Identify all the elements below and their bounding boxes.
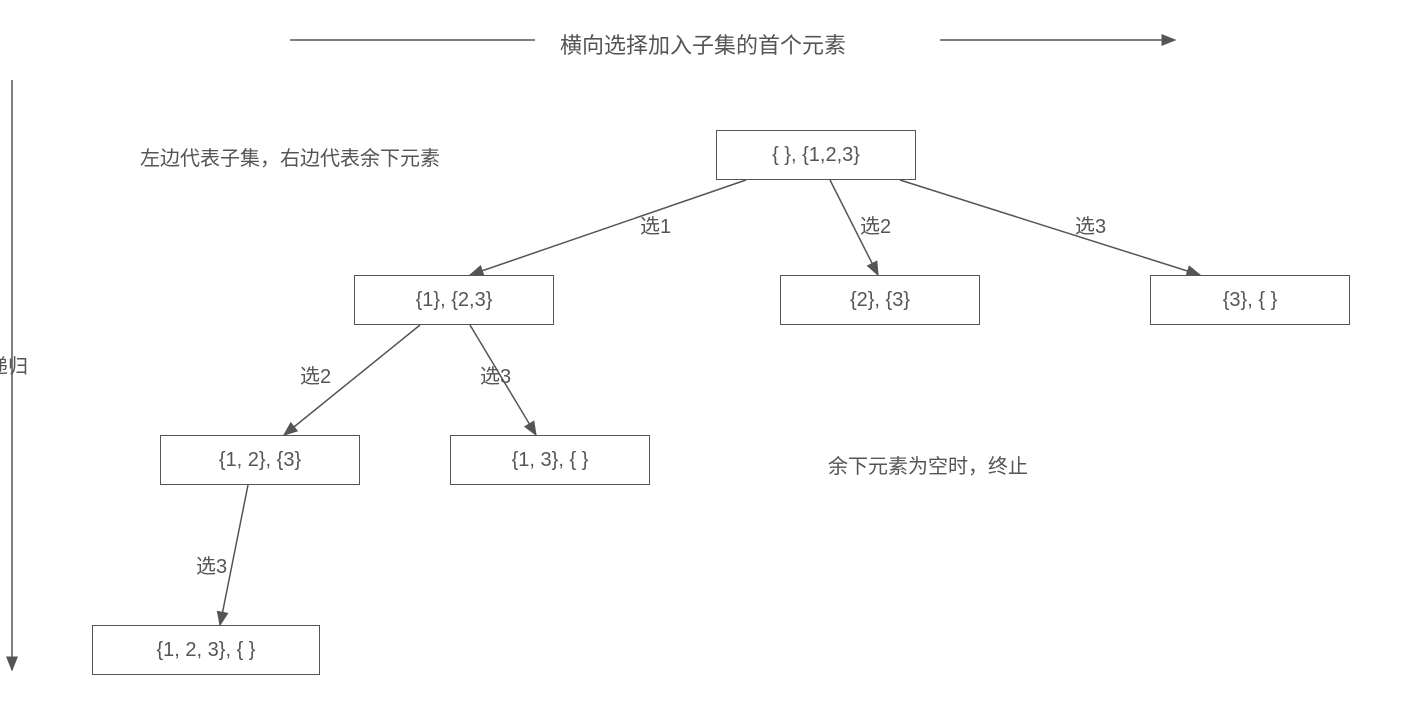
diagram-edges-layer [0,0,1402,708]
legend-text: 左边代表子集，右边代表余下元素 [140,142,440,171]
tree-node: {1}, {2,3} [354,275,554,325]
tree-node: {1, 3}, { } [450,435,650,485]
tree-edge [900,180,1200,275]
tree-node: {1, 2, 3}, { } [92,625,320,675]
edge-label: 选1 [640,210,671,239]
tree-node: { }, {1,2,3} [716,130,916,180]
edge-label: 选2 [300,360,331,389]
edge-label: 选3 [480,360,511,389]
tree-edge [470,180,746,275]
left-axis-title: 递归 [0,350,28,379]
top-axis-title: 横向选择加入子集的首个元素 [560,28,846,60]
tree-node: {1, 2}, {3} [160,435,360,485]
terminate-note: 余下元素为空时，终止 [828,450,1028,479]
edge-label: 选3 [1075,210,1106,239]
edge-label: 选3 [196,550,227,579]
tree-node: {3}, { } [1150,275,1350,325]
tree-node: {2}, {3} [780,275,980,325]
edge-label: 选2 [860,210,891,239]
